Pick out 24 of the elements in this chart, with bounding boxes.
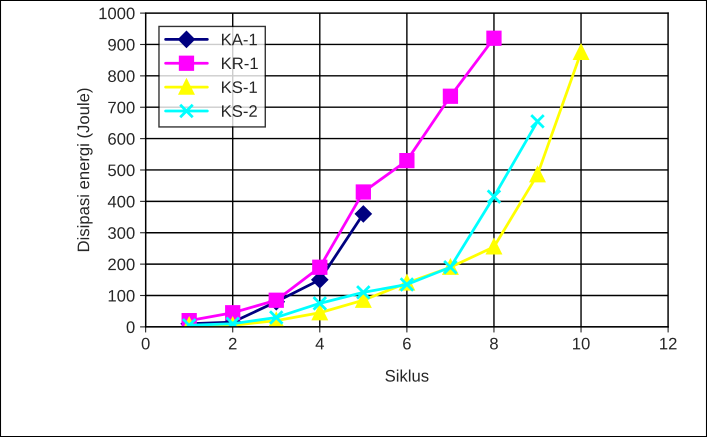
legend-label: KS-2 xyxy=(222,105,257,117)
x-tick-label: 12 xyxy=(660,338,677,350)
y-tick-label: 700 xyxy=(108,102,135,114)
legend-label: KS-1 xyxy=(222,81,257,94)
x-tick-label: 2 xyxy=(228,338,237,350)
x-tick-label: 6 xyxy=(403,338,411,350)
x-axis-title: Siklus xyxy=(385,369,429,382)
y-tick-label: 300 xyxy=(108,227,135,239)
y-tick-label: 200 xyxy=(108,258,135,270)
legend-label: KR-1 xyxy=(222,58,258,70)
x-tick-label: 4 xyxy=(316,338,324,350)
legend-label: KA-1 xyxy=(222,34,257,46)
x-tick-label: 10 xyxy=(573,338,590,350)
y-tick-label: 100 xyxy=(108,290,135,302)
x-tick-label: 0 xyxy=(142,338,150,350)
y-tick-label: 600 xyxy=(108,133,135,145)
x-tick-label: 8 xyxy=(490,338,498,350)
y-tick-label: 900 xyxy=(108,38,135,51)
y-axis-title: Disipasi energi (Joule) xyxy=(77,88,93,252)
y-tick-label: 0 xyxy=(126,321,135,334)
y-tick-label: 400 xyxy=(108,196,135,208)
y-tick-label: 500 xyxy=(108,164,135,176)
y-tick-label: 800 xyxy=(108,70,135,82)
y-tick-label: 1000 xyxy=(99,8,135,20)
